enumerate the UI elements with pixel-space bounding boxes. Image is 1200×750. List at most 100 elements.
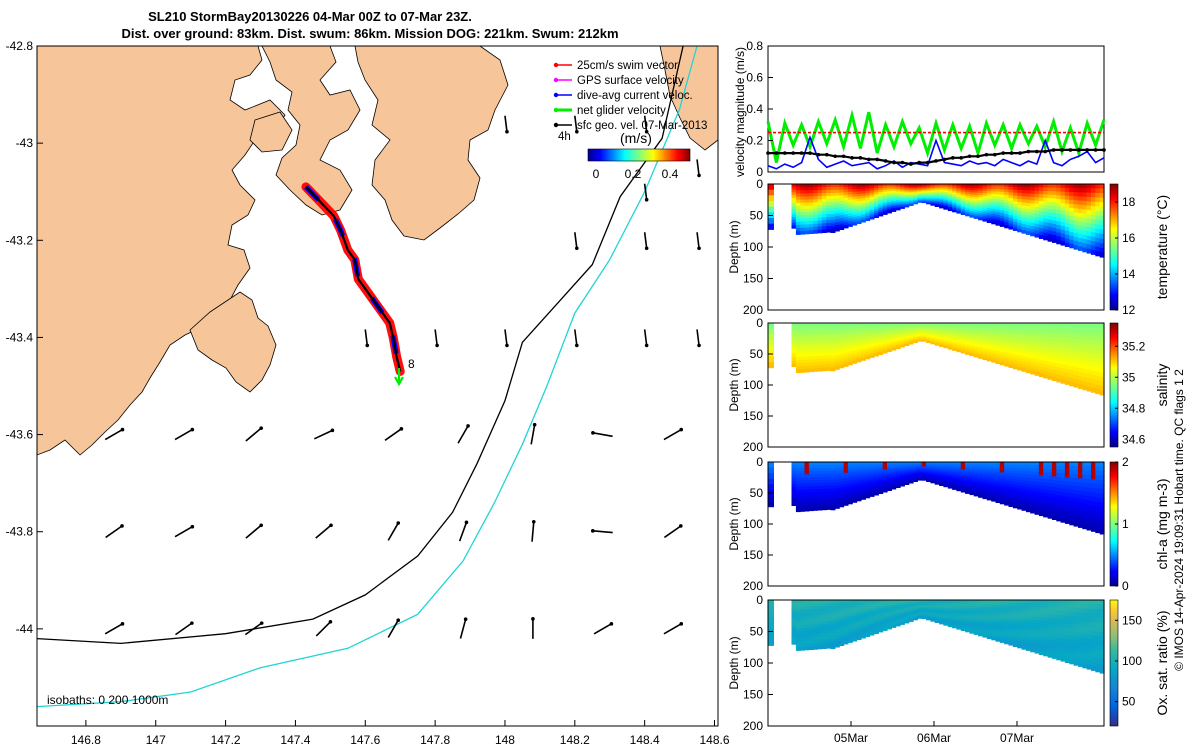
section-cell bbox=[978, 631, 983, 635]
section-cell bbox=[1051, 202, 1057, 207]
section-cell bbox=[1051, 330, 1057, 335]
section-cell bbox=[813, 350, 819, 354]
section-cell bbox=[1060, 477, 1066, 482]
section-cell bbox=[821, 618, 827, 622]
section-cell bbox=[960, 607, 966, 611]
section-cell bbox=[891, 341, 897, 344]
section-cell bbox=[887, 191, 892, 194]
section-cell bbox=[904, 327, 910, 330]
section-cell bbox=[934, 619, 940, 622]
section-cell bbox=[843, 502, 849, 506]
section-cell bbox=[904, 476, 910, 478]
section-cell bbox=[1060, 226, 1066, 231]
section-cell bbox=[1038, 204, 1044, 209]
geo-vector-arrow bbox=[643, 329, 648, 346]
section-cell bbox=[826, 642, 832, 646]
section-cell bbox=[1091, 188, 1096, 194]
section-cell bbox=[808, 326, 814, 330]
section-cell bbox=[869, 342, 875, 345]
section-cell bbox=[817, 214, 823, 218]
section-cell bbox=[926, 470, 931, 473]
section-cell bbox=[995, 497, 1001, 501]
section-cell bbox=[939, 330, 944, 333]
section-cell bbox=[934, 198, 940, 200]
section-cell bbox=[939, 340, 944, 343]
section-cell bbox=[847, 325, 853, 329]
section-cell bbox=[943, 343, 949, 346]
section-cell bbox=[1069, 505, 1075, 510]
section-cell bbox=[1017, 325, 1023, 330]
section-cell bbox=[1056, 191, 1062, 196]
section-cell bbox=[861, 466, 866, 470]
section-cell bbox=[813, 368, 819, 372]
section-cell bbox=[791, 630, 797, 634]
section-cell bbox=[856, 342, 862, 346]
section-cell bbox=[1051, 632, 1057, 637]
section-cell bbox=[1017, 470, 1023, 475]
section-cell bbox=[1021, 498, 1027, 502]
section-cell bbox=[1034, 349, 1040, 353]
section-cell bbox=[1064, 481, 1070, 486]
section-cell bbox=[969, 472, 975, 475]
section-cell bbox=[1017, 626, 1023, 631]
section-cell bbox=[1038, 485, 1044, 490]
geo-vector-arrow bbox=[593, 623, 612, 635]
section-cell bbox=[995, 333, 1001, 337]
section-cell bbox=[1021, 646, 1027, 650]
section-cell bbox=[1021, 501, 1027, 505]
section-cell bbox=[1056, 345, 1062, 350]
section-cell bbox=[1056, 611, 1062, 616]
section-cell bbox=[852, 196, 858, 200]
section-cell bbox=[891, 326, 897, 329]
section-cell bbox=[1047, 347, 1053, 352]
section-cell bbox=[939, 600, 944, 603]
section-cell bbox=[956, 198, 962, 201]
section-cell bbox=[869, 348, 875, 352]
section-cell bbox=[1025, 224, 1031, 229]
section-cell bbox=[1025, 622, 1031, 626]
section-cell bbox=[1025, 221, 1031, 226]
section-cell bbox=[808, 199, 814, 204]
section-cell bbox=[1060, 237, 1066, 242]
section-cell bbox=[960, 486, 966, 489]
section-cell bbox=[908, 192, 914, 194]
section-cell bbox=[843, 208, 849, 212]
section-cell bbox=[826, 503, 832, 507]
section-cell bbox=[1082, 335, 1088, 341]
section-cell bbox=[821, 331, 827, 336]
section-cell bbox=[869, 494, 875, 497]
section-cell bbox=[999, 197, 1005, 201]
section-cell bbox=[878, 615, 884, 619]
section-cell bbox=[1078, 494, 1083, 500]
section-cell bbox=[1043, 652, 1049, 657]
section-cell bbox=[908, 471, 914, 474]
section-cell bbox=[768, 467, 774, 474]
section-cell bbox=[795, 462, 801, 466]
section-cell bbox=[1043, 617, 1049, 622]
section-cell bbox=[1047, 323, 1053, 328]
section-cell bbox=[952, 463, 957, 466]
section-cell bbox=[973, 466, 979, 469]
section-cell bbox=[1038, 488, 1044, 493]
section-cell bbox=[969, 600, 975, 603]
section-cell bbox=[795, 221, 801, 226]
section-cell bbox=[978, 495, 983, 498]
section-cell bbox=[900, 324, 905, 327]
end-marker-label: 8 bbox=[408, 357, 415, 371]
section-cell bbox=[1099, 502, 1105, 508]
section-cell bbox=[991, 607, 997, 611]
section-cell bbox=[795, 224, 801, 229]
section-cell bbox=[856, 193, 862, 197]
section-cell bbox=[1021, 353, 1027, 357]
section-cell bbox=[1012, 640, 1018, 645]
section-cell bbox=[882, 622, 888, 626]
section-cell bbox=[839, 495, 845, 499]
section-cell bbox=[1078, 486, 1083, 492]
section-cell bbox=[813, 323, 819, 327]
section-cell bbox=[808, 471, 814, 475]
section-cell bbox=[995, 607, 1001, 611]
section-cell bbox=[939, 323, 944, 326]
section-cell bbox=[1091, 197, 1096, 203]
section-cell bbox=[947, 327, 953, 331]
